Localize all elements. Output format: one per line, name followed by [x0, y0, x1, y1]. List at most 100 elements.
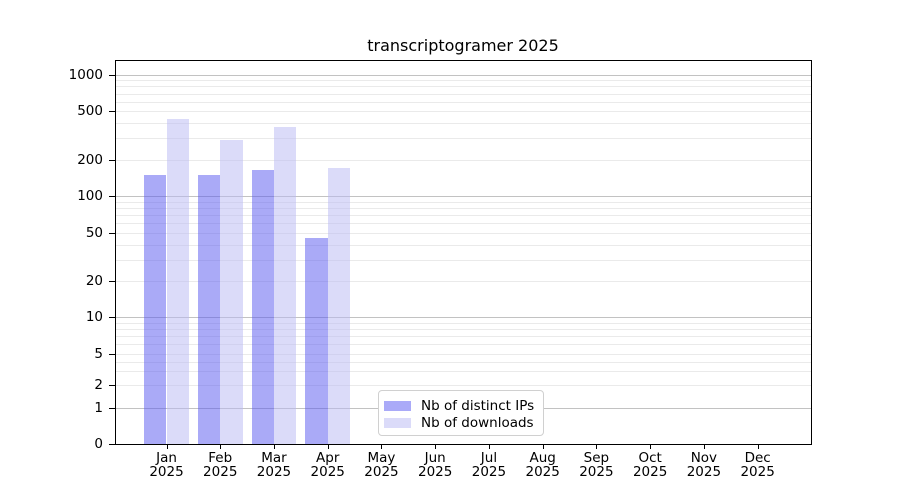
x-tick-label-jul: Jul 2025 — [457, 450, 521, 480]
y-tick-label-1: 1 — [94, 399, 103, 416]
x-tick-month: Dec — [744, 450, 771, 466]
legend-item-nb-of-downloads: Nb of downloads — [384, 414, 543, 431]
gridline-minor-6 — [116, 344, 811, 346]
legend-label-nb-of-distinct-ips: Nb of distinct IPs — [421, 397, 535, 414]
legend: Nb of distinct IPs Nb of downloads — [378, 390, 544, 436]
x-tick-mark-jul — [488, 444, 490, 449]
gridline-minor-3 — [116, 371, 811, 373]
y-tick-label-5: 5 — [94, 345, 103, 362]
x-tick-mark-nov — [703, 444, 705, 449]
gridline-minor-80 — [116, 208, 811, 210]
y-tick-label-0: 0 — [94, 436, 103, 452]
gridline-minor-900 — [116, 80, 811, 82]
gridline-major-10 — [116, 317, 811, 319]
x-tick-year: 2025 — [686, 463, 722, 480]
x-tick-mark-mar — [273, 444, 275, 449]
y-tick-mark-2 — [109, 385, 116, 387]
gridline-minor-700 — [116, 93, 811, 95]
y-tick-mark-500 — [109, 111, 116, 113]
y-tick-label-50: 50 — [85, 224, 103, 241]
x-tick-month: Jan — [156, 450, 177, 466]
x-tick-month: May — [367, 450, 396, 466]
x-tick-year: 2025 — [149, 463, 184, 480]
legend-swatch-nb-of-distinct-ips — [384, 400, 411, 411]
y-tick-mark-200 — [109, 159, 116, 161]
x-tick-month: Aug — [529, 450, 556, 466]
x-tick-label-apr: Apr 2025 — [296, 450, 360, 479]
legend-label-nb-of-downloads: Nb of downloads — [421, 414, 534, 431]
x-tick-month: Nov — [690, 450, 718, 466]
x-tick-label-jun: Jun 2025 — [403, 451, 467, 480]
y-tick-label-2: 2 — [94, 377, 103, 394]
x-tick-label-dec: Dec 2025 — [726, 450, 790, 480]
bar-nb-of-downloads-feb — [220, 140, 243, 444]
y-tick-mark-1 — [109, 407, 116, 409]
x-tick-year: 2025 — [418, 463, 453, 480]
bar-nb-of-distinct-ips-jan — [144, 174, 167, 444]
x-tick-mark-dec — [757, 444, 759, 449]
gridline-major-100 — [116, 196, 811, 198]
y-tick-label-20: 20 — [85, 272, 103, 289]
gridline-minor-600 — [116, 101, 811, 103]
gridline-minor-90 — [116, 201, 811, 203]
x-tick-mark-aug — [542, 444, 544, 449]
y-tick-label-10: 10 — [85, 309, 103, 326]
x-tick-label-sep: Sep 2025 — [564, 450, 628, 479]
x-tick-month: Jul — [480, 450, 498, 466]
y-tick-mark-0 — [109, 444, 116, 445]
x-tick-year: 2025 — [740, 463, 775, 480]
bar-nb-of-distinct-ips-feb — [197, 174, 221, 444]
gridline-minor-40 — [116, 244, 811, 246]
gridline-minor-5 — [116, 353, 811, 355]
bar-nb-of-downloads-mar — [273, 127, 297, 444]
gridline-minor-8 — [116, 329, 811, 331]
gridline-minor-4 — [116, 361, 811, 363]
y-tick-label-200: 200 — [77, 151, 103, 168]
x-tick-mark-oct — [650, 444, 652, 449]
x-tick-mark-jun — [435, 444, 437, 449]
x-tick-label-may: May 2025 — [349, 450, 413, 480]
y-tick-mark-20 — [109, 280, 116, 282]
chart-title: transcriptogramer 2025 — [367, 36, 559, 55]
x-tick-year: 2025 — [525, 463, 560, 480]
x-tick-month: Oct — [638, 450, 662, 466]
x-tick-mark-jan — [166, 444, 168, 449]
y-tick-label-500: 500 — [77, 103, 103, 120]
bar-layer — [116, 61, 811, 444]
x-tick-year: 2025 — [364, 463, 399, 480]
plot-area — [115, 60, 812, 445]
gridline-minor-60 — [116, 223, 811, 225]
y-tick-mark-1000 — [109, 74, 116, 76]
y-tick-label-1000: 1000 — [68, 66, 103, 83]
y-tick-mark-10 — [109, 317, 116, 319]
x-tick-month: Mar — [261, 450, 287, 466]
bar-nb-of-downloads-apr — [327, 168, 351, 444]
x-tick-mark-sep — [596, 444, 598, 449]
gridline-minor-30 — [116, 259, 811, 261]
x-tick-month: Sep — [583, 450, 610, 466]
x-tick-year: 2025 — [471, 463, 507, 480]
gridline-minor-70 — [116, 215, 811, 217]
gridline-minor-2 — [116, 385, 811, 387]
x-tick-label-jan: Jan 2025 — [135, 450, 199, 480]
bar-nb-of-distinct-ips-mar — [251, 169, 274, 444]
gridline-minor-500 — [116, 111, 811, 113]
bar-nb-of-distinct-ips-apr — [305, 238, 328, 444]
gridline-minor-20 — [116, 280, 811, 282]
x-tick-year: 2025 — [632, 463, 668, 480]
x-tick-month: Apr — [316, 450, 340, 466]
y-tick-label-100: 100 — [77, 188, 103, 205]
y-tick-mark-50 — [109, 232, 116, 234]
legend-swatch-nb-of-downloads — [384, 417, 411, 428]
gridline-minor-400 — [116, 123, 811, 125]
legend-item-nb-of-distinct-ips: Nb of distinct IPs — [384, 397, 543, 414]
y-tick-mark-5 — [109, 353, 116, 355]
gridline-minor-800 — [116, 86, 811, 88]
gridline-major-1000 — [116, 74, 811, 76]
x-tick-label-mar: Mar 2025 — [242, 450, 306, 479]
x-tick-mark-apr — [327, 444, 329, 449]
y-tick-mark-100 — [109, 196, 116, 198]
gridline-minor-9 — [116, 322, 811, 324]
gridline-minor-300 — [116, 138, 811, 140]
